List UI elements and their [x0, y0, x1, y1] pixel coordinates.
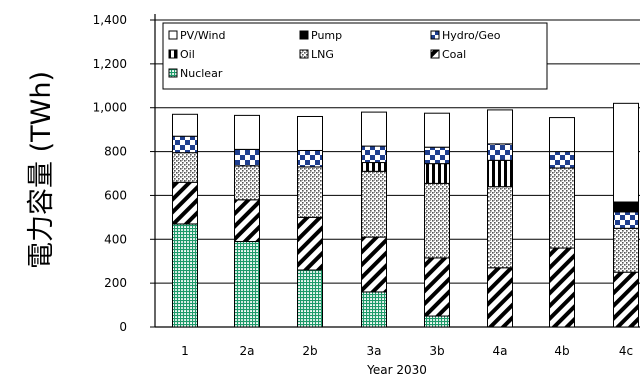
bar-coal-4a — [487, 267, 513, 328]
bar-pv-2a — [234, 114, 260, 150]
bar-hydro-3b — [424, 146, 450, 165]
bar-lng-4b — [549, 167, 575, 249]
bar-oil-3a — [361, 162, 387, 172]
legend-label-hydro: Hydro/Geo — [442, 29, 501, 42]
bar-hydro-3a — [361, 145, 387, 164]
x-tick-labels: 1 2a 2b 3a 3b 4a 4b 4c — [181, 344, 633, 358]
legend-swatch-oil — [168, 49, 178, 59]
legend-box — [162, 22, 548, 90]
y-tick-label: 600 — [104, 188, 127, 202]
x-tick-label: 3b — [429, 344, 444, 358]
bar-hydro-4c — [613, 211, 639, 229]
legend-label-nuclear: Nuclear — [180, 67, 223, 80]
bar-coal-4c — [613, 271, 639, 328]
x-tick-label: 4c — [619, 344, 633, 358]
legend-swatch-lng — [299, 49, 309, 59]
bar-pv-4c — [613, 102, 639, 203]
bar-pv-4a — [487, 109, 513, 145]
legend-swatch-pump — [299, 30, 309, 40]
legend: PV/Wind Pump Hydro/Geo Oil LNG Coal Nuclear — [162, 22, 548, 90]
x-tick-label: 4b — [554, 344, 569, 358]
legend-label-pv: PV/Wind — [180, 29, 226, 42]
legend-label-pump: Pump — [311, 29, 342, 42]
bar-lng-4a — [487, 186, 513, 269]
x-tick-label: 1 — [181, 344, 189, 358]
x-tick-label: 2a — [240, 344, 255, 358]
bar-nuclear-3a — [361, 291, 387, 328]
y-tick-label: 1,400 — [93, 13, 127, 27]
bar-pv-3a — [361, 111, 387, 147]
legend-swatch-hydro — [430, 30, 440, 40]
bar-pv-4b — [549, 117, 575, 153]
x-tick-label: 4a — [493, 344, 508, 358]
y-tick-label: 1,000 — [93, 101, 127, 115]
legend-swatch-pv — [168, 30, 178, 40]
bar-nuclear-2a — [234, 240, 260, 328]
bar-hydro-2a — [234, 148, 260, 167]
bar-pump-4c — [613, 201, 639, 213]
bar-coal-4b — [549, 247, 575, 328]
bar-lng-4c — [613, 227, 639, 273]
bar-hydro-4a — [487, 143, 513, 161]
bar-lng-3a — [361, 170, 387, 238]
bar-lng-2b — [297, 166, 323, 218]
y-tick-label: 800 — [104, 145, 127, 159]
bar-hydro-2b — [297, 149, 323, 168]
bar-pv-1 — [172, 113, 198, 137]
x-axis-label: Year 2030 — [366, 363, 427, 377]
y-axis-label: 電力容量 (TWh) — [26, 71, 57, 269]
y-tick-label: 0 — [119, 320, 127, 334]
bar-hydro-4b — [549, 151, 575, 169]
bar-oil-3b — [424, 163, 450, 184]
bar-pv-3b — [424, 112, 450, 148]
legend-swatch-nuclear — [168, 68, 178, 78]
bar-coal-2a — [234, 199, 260, 242]
bar-pv-2b — [297, 115, 323, 151]
bar-nuclear-3b — [424, 315, 450, 328]
bar-coal-3a — [361, 236, 387, 293]
bar-lng-2a — [234, 165, 260, 201]
bar-oil-4a — [487, 159, 513, 188]
legend-swatch-coal — [430, 49, 440, 59]
y-tick-label: 400 — [104, 232, 127, 246]
bar-lng-3b — [424, 182, 450, 259]
legend-label-coal: Coal — [442, 48, 466, 61]
y-tick-label: 1,200 — [93, 57, 127, 71]
bars — [172, 102, 639, 328]
legend-label-oil: Oil — [180, 48, 195, 61]
y-tick-label: 200 — [104, 276, 127, 290]
bar-coal-1 — [172, 181, 198, 225]
bar-hydro-1 — [172, 135, 198, 154]
bar-nuclear-2b — [297, 269, 323, 328]
x-tick-label: 3a — [367, 344, 382, 358]
y-tick-labels: 0 200 400 600 800 1,000 1,200 1,400 — [93, 13, 155, 334]
bar-coal-2b — [297, 216, 323, 271]
x-tick-label: 2b — [302, 344, 317, 358]
bar-coal-3b — [424, 257, 450, 317]
bar-lng-1 — [172, 152, 198, 183]
bar-nuclear-1 — [172, 223, 198, 328]
legend-label-lng: LNG — [311, 48, 334, 61]
